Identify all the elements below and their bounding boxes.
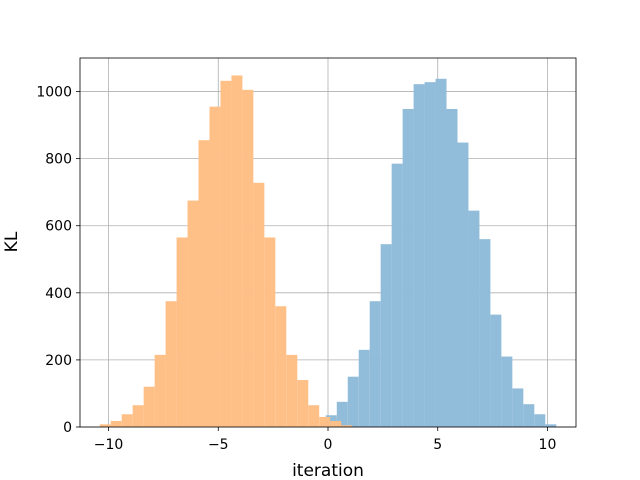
histogram-bar xyxy=(319,416,331,427)
histogram-bar xyxy=(490,314,502,427)
histogram-bar xyxy=(132,405,144,427)
histogram-bar xyxy=(264,237,276,427)
histogram-bar xyxy=(341,425,353,427)
y-axis-label: KL xyxy=(2,231,22,252)
histogram-bar xyxy=(479,239,491,427)
histogram-bar xyxy=(446,108,458,428)
histogram-bar xyxy=(275,306,287,427)
histogram-bar xyxy=(534,414,546,427)
histogram-bar xyxy=(380,244,392,427)
histogram-bar xyxy=(242,89,254,428)
histogram-bar xyxy=(545,424,557,427)
histogram-bar xyxy=(424,82,436,428)
histogram-bar xyxy=(347,376,359,427)
y-tick-label: 1000 xyxy=(36,85,72,101)
histogram-bar xyxy=(286,354,298,427)
histogram-bar xyxy=(358,349,370,427)
histogram-bar xyxy=(369,301,381,427)
histogram-bar xyxy=(231,75,243,427)
histogram-bar xyxy=(512,388,524,427)
y-tick-label: 600 xyxy=(45,219,72,235)
x-tick-label: 5 xyxy=(433,437,442,453)
x-tick-label: 10 xyxy=(539,437,557,453)
histogram-bar xyxy=(209,106,221,428)
histogram-bar xyxy=(391,163,403,427)
histogram-bar xyxy=(253,182,265,427)
histogram-bar xyxy=(523,404,535,427)
histogram-bars xyxy=(99,75,557,428)
axis-ticks: −10 −5 0 5 10 0 200 400 600 800 1000 xyxy=(36,85,556,453)
x-tick-label: −10 xyxy=(94,437,124,453)
histogram-bar xyxy=(110,420,122,427)
histogram-bar xyxy=(187,200,199,427)
histogram-bar xyxy=(220,80,232,427)
histogram-bar xyxy=(330,420,342,427)
histogram-bar xyxy=(143,386,155,427)
y-tick-label: 400 xyxy=(45,286,72,302)
histogram-bar xyxy=(99,424,111,427)
histogram-bar xyxy=(413,84,425,427)
histogram-bar xyxy=(468,210,480,427)
y-tick-label: 0 xyxy=(63,420,72,436)
histogram-bar xyxy=(336,401,348,427)
histogram-bar xyxy=(297,380,309,427)
y-tick-label: 200 xyxy=(45,353,72,369)
x-axis-label: iteration xyxy=(292,461,364,480)
y-tick-label: 800 xyxy=(45,152,72,168)
histogram-bar xyxy=(501,356,513,427)
histogram-bar xyxy=(308,405,320,427)
histogram-bar xyxy=(165,301,177,427)
x-tick-label: −5 xyxy=(208,437,229,453)
histogram-bar xyxy=(402,108,414,428)
histogram-bar xyxy=(176,237,188,427)
histogram-bar xyxy=(435,78,447,427)
histogram-bar xyxy=(457,142,469,427)
x-tick-label: 0 xyxy=(324,437,333,453)
histogram-bar xyxy=(121,414,133,427)
histogram-bar xyxy=(154,354,166,427)
histogram-bar xyxy=(198,140,210,427)
